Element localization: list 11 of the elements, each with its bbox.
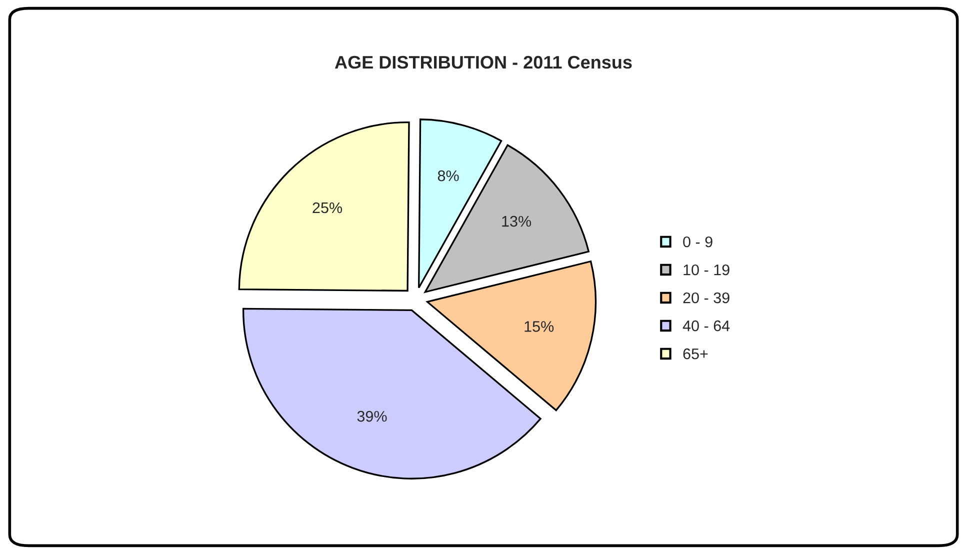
data-label: 8%: [438, 170, 459, 182]
data-label: 39%: [357, 410, 387, 422]
data-label: 15%: [524, 321, 554, 332]
data-label: 13%: [502, 216, 532, 227]
legend-label: 40 - 64: [682, 320, 730, 332]
legend-label: 65+: [683, 348, 708, 360]
chart-title: AGE DISTRIBUTION - 2011 Census: [334, 56, 632, 69]
legend-label: 20 - 39: [683, 292, 730, 304]
legend-label: 0 - 9: [683, 236, 712, 248]
data-label: 25%: [312, 202, 342, 214]
legend-label: 10 - 19: [684, 264, 730, 276]
